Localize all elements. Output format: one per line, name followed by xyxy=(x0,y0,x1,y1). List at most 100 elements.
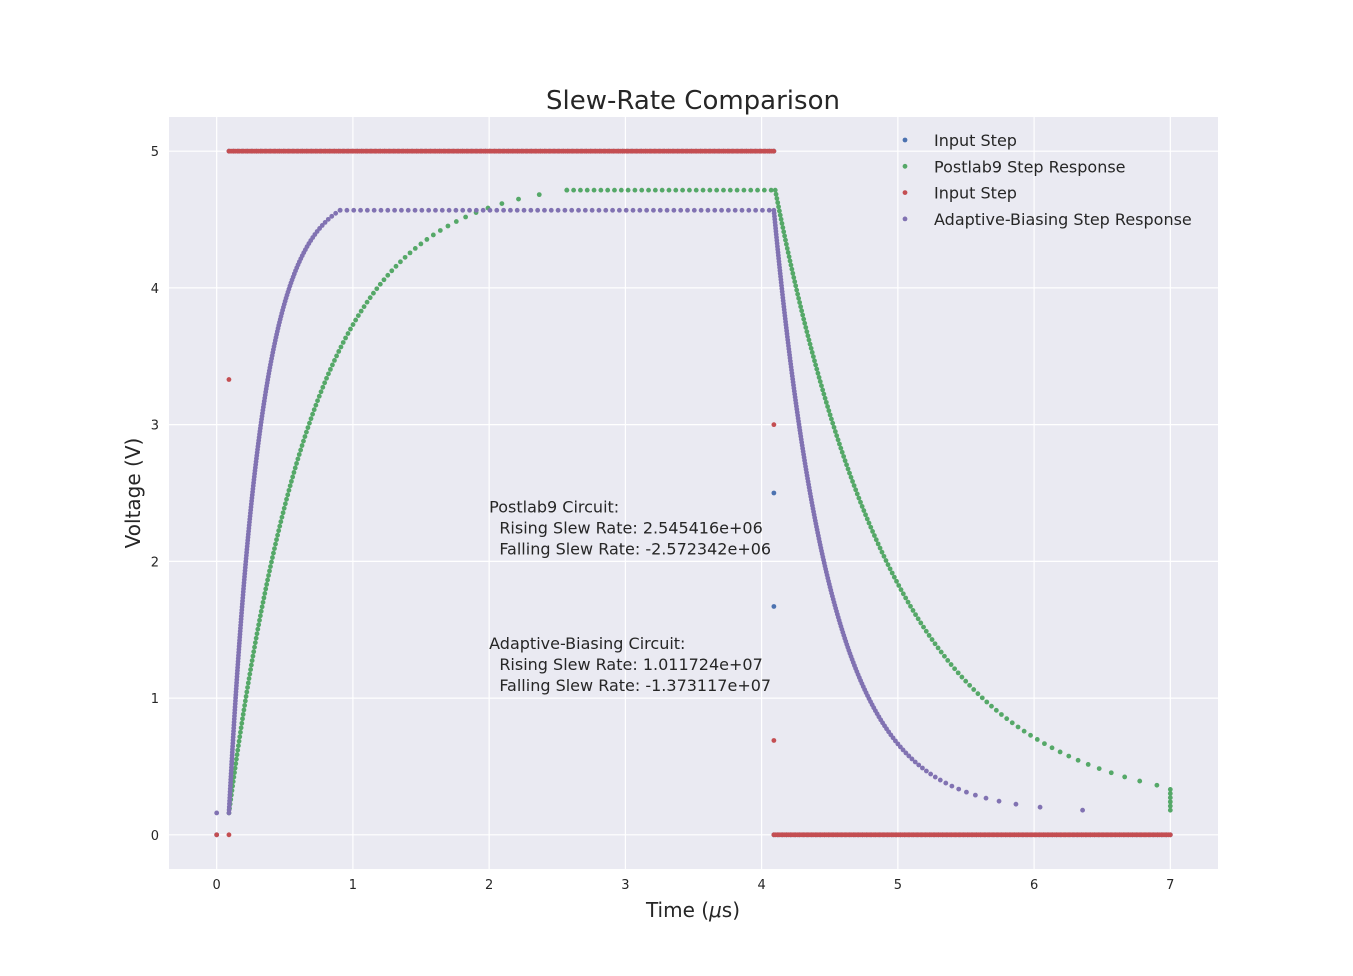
data-point xyxy=(816,375,822,380)
data-point xyxy=(576,207,581,213)
x-axis-label: Time (μs) xyxy=(645,898,740,922)
data-point xyxy=(344,207,350,213)
data-point xyxy=(328,366,333,372)
data-point xyxy=(358,207,363,213)
data-point xyxy=(920,765,925,771)
data-point xyxy=(623,207,629,213)
data-point xyxy=(784,246,790,251)
data-point xyxy=(284,496,289,502)
data-point xyxy=(979,695,985,701)
data-point xyxy=(678,207,684,213)
data-point xyxy=(252,640,258,646)
data-point xyxy=(771,738,777,743)
data-point xyxy=(825,404,830,409)
data-points xyxy=(214,148,1173,838)
data-point xyxy=(803,325,809,330)
data-point xyxy=(271,550,276,556)
legend-marker xyxy=(902,163,908,169)
data-point xyxy=(333,210,339,216)
data-point xyxy=(243,694,249,699)
legend-marker xyxy=(902,216,908,222)
annotation-line: Falling Slew Rate: -2.572342e+06 xyxy=(489,539,771,558)
data-point xyxy=(253,635,259,641)
data-point xyxy=(463,214,469,220)
tick-labels: 0 1 2 3 4 5 6 7 0 1 2 3 4 5 xyxy=(151,145,1175,893)
data-point xyxy=(516,196,521,202)
data-point xyxy=(305,425,311,431)
data-point xyxy=(794,287,800,293)
data-point xyxy=(788,262,794,268)
data-point xyxy=(274,537,279,543)
data-point xyxy=(350,322,356,327)
data-point xyxy=(921,624,926,630)
data-point xyxy=(734,187,740,193)
data-point xyxy=(1085,762,1091,767)
data-point xyxy=(916,762,922,768)
data-point xyxy=(304,429,309,435)
data-point xyxy=(774,196,780,201)
data-point xyxy=(935,645,941,651)
data-point xyxy=(508,207,513,213)
legend-label: Input Step xyxy=(934,131,1017,150)
data-point xyxy=(399,207,404,213)
data-point xyxy=(238,729,243,735)
data-point xyxy=(853,487,859,493)
data-point xyxy=(326,371,331,377)
data-point xyxy=(320,384,326,390)
data-point xyxy=(999,712,1004,717)
data-point xyxy=(234,752,240,758)
data-point xyxy=(392,207,398,213)
data-point xyxy=(912,759,918,765)
data-point xyxy=(639,187,645,193)
data-point xyxy=(378,207,384,213)
data-point xyxy=(584,187,590,193)
data-point xyxy=(1122,774,1128,780)
data-point xyxy=(1004,716,1010,722)
data-point xyxy=(214,832,220,838)
data-point xyxy=(838,445,844,451)
data-point xyxy=(625,187,631,193)
data-point xyxy=(487,207,493,213)
data-point xyxy=(900,591,906,597)
data-point xyxy=(298,447,304,453)
data-point xyxy=(789,266,795,272)
y-axis-label: Voltage (V) xyxy=(121,438,145,549)
data-point xyxy=(364,299,370,305)
data-point xyxy=(598,187,604,193)
data-point xyxy=(1066,753,1072,759)
data-point xyxy=(680,187,686,193)
data-point xyxy=(301,438,306,444)
data-point xyxy=(254,631,260,637)
data-point xyxy=(322,380,328,386)
data-point xyxy=(766,207,772,213)
data-point xyxy=(345,331,351,336)
data-point xyxy=(257,613,263,619)
data-point xyxy=(817,379,823,384)
data-point xyxy=(835,437,841,443)
data-point xyxy=(232,765,238,771)
data-point xyxy=(808,345,814,351)
data-point xyxy=(705,207,711,213)
data-point xyxy=(265,577,271,583)
data-point xyxy=(340,340,346,345)
data-point xyxy=(839,449,845,455)
data-point xyxy=(795,291,801,297)
data-point xyxy=(589,207,595,213)
data-point xyxy=(501,207,506,213)
data-point xyxy=(603,207,609,213)
data-point xyxy=(909,756,915,762)
data-point xyxy=(261,595,267,601)
data-point xyxy=(259,604,265,610)
data-point xyxy=(371,207,377,213)
data-point xyxy=(657,207,663,213)
legend-label: Postlab9 Step Response xyxy=(934,157,1126,176)
data-point xyxy=(248,667,253,672)
data-point xyxy=(775,200,781,206)
data-point xyxy=(691,207,697,213)
data-point xyxy=(637,207,643,213)
data-point xyxy=(782,233,788,239)
series-2 xyxy=(214,148,1173,838)
data-point xyxy=(610,207,615,213)
data-point xyxy=(827,412,833,418)
data-point xyxy=(712,207,718,213)
